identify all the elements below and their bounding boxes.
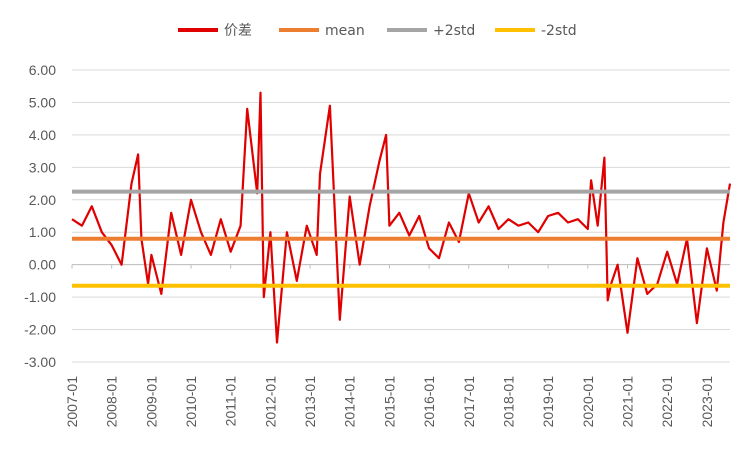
x-tick-label: 2014-01	[342, 376, 358, 428]
x-tick-label: 2016-01	[421, 376, 437, 428]
x-tick-label: 2012-01	[262, 376, 278, 428]
x-tick-label: 2017-01	[461, 376, 477, 428]
y-tick-label: -3.00	[24, 354, 56, 370]
legend-label-spread: 价差	[224, 23, 252, 39]
y-tick-label: 4.00	[29, 127, 56, 143]
x-tick-label: 2008-01	[104, 376, 120, 428]
legend-label-plus2std: +2std	[433, 23, 475, 39]
y-tick-label: 5.00	[29, 94, 56, 110]
y-tick-label: 3.00	[29, 159, 56, 175]
x-tick-label: 2018-01	[500, 376, 516, 428]
y-tick-label: 1.00	[29, 224, 56, 240]
legend: 价差 mean +2std -2std	[178, 23, 577, 39]
y-tick-label: -1.00	[24, 289, 56, 305]
x-tick-label: 2010-01	[183, 376, 199, 428]
y-tick-label: 2.00	[29, 192, 56, 208]
legend-label-minus2std: -2std	[541, 23, 577, 39]
legend-label-mean: mean	[325, 23, 365, 39]
x-tick-label: 2013-01	[302, 376, 318, 428]
y-tick-label: 0.00	[29, 257, 56, 273]
x-tick-label: 2020-01	[580, 376, 596, 428]
series-lines	[71, 91, 732, 344]
x-tick-label: 2007-01	[64, 376, 80, 428]
y-axis: 6.00 5.00 4.00 3.00 2.00 1.00 0.00 -1.00 -2.00 -3…	[24, 62, 56, 370]
x-tick-label: 2015-01	[381, 376, 397, 428]
x-tick-label: 2022-01	[659, 376, 675, 428]
x-axis: 2007-01 2008-01 2009-01 2010-01 2011-01 2012-…	[64, 264, 730, 428]
y-tick-label: -2.00	[24, 322, 56, 338]
x-tick-label: 2021-01	[619, 376, 635, 428]
series-line-spread	[71, 91, 732, 344]
x-tick-label: 2009-01	[143, 376, 159, 428]
x-tick-label: 2019-01	[540, 376, 556, 428]
y-tick-label: 6.00	[29, 62, 56, 78]
x-tick-label: 2023-01	[699, 376, 715, 428]
x-tick-label: 2011-01	[223, 376, 239, 427]
